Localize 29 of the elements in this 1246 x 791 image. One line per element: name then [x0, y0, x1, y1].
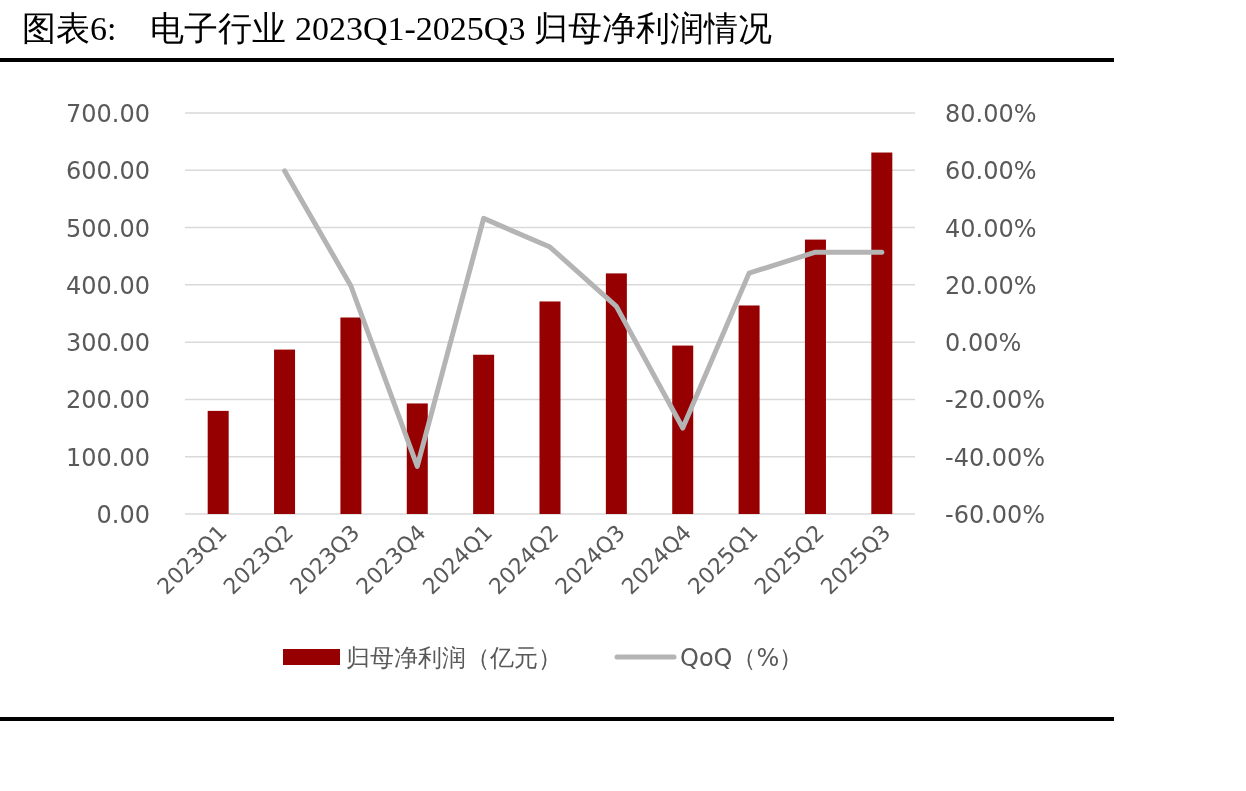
bar	[539, 301, 561, 514]
bar	[605, 273, 627, 514]
y-tick-label: 600.00	[66, 157, 150, 186]
y-tick-label: 100.00	[66, 443, 150, 472]
bar	[473, 354, 495, 514]
y2-tick-label: -20.00%	[945, 386, 1046, 415]
y2-tick-label: 20.00%	[945, 271, 1037, 300]
y-tick-label: 200.00	[66, 386, 150, 415]
bar	[207, 410, 229, 514]
y-tick-label: 500.00	[66, 214, 150, 243]
chart-title: 图表6: 电子行业 2023Q1-2025Q3 归母净利润情况	[22, 10, 772, 47]
legend-label: QoQ（%）	[680, 644, 804, 672]
y2-tick-label: -40.00%	[945, 443, 1046, 472]
y-tick-label: 300.00	[66, 329, 150, 358]
bar	[274, 349, 296, 514]
bar	[340, 317, 362, 514]
y2-tick-label: 40.00%	[945, 214, 1037, 243]
bar	[738, 305, 760, 514]
bar	[871, 152, 893, 514]
bar	[672, 345, 694, 514]
y2-tick-label: -60.00%	[945, 501, 1046, 529]
y-tick-label: 700.00	[66, 100, 150, 128]
y2-tick-label: 0.00%	[945, 329, 1022, 358]
y-tick-label: 400.00	[66, 271, 150, 300]
y2-tick-label: 80.00%	[945, 100, 1037, 128]
y2-tick-label: 60.00%	[945, 157, 1037, 186]
legend-label: 归母净利润（亿元）	[346, 644, 562, 672]
bar	[804, 239, 826, 514]
y-tick-label: 0.00	[96, 501, 150, 529]
